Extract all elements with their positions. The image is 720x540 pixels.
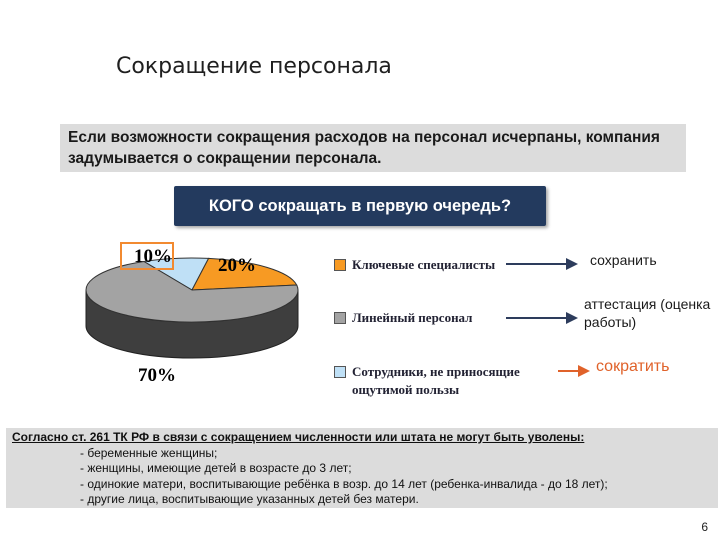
slide-title: Сокращение персонала bbox=[116, 54, 392, 79]
law-item: - одинокие матери, воспитывающие ребёнка… bbox=[80, 476, 608, 491]
legend-swatch bbox=[334, 259, 346, 271]
intro-text: Если возможности сокращения расходов на … bbox=[60, 124, 686, 172]
action-cut: сократить bbox=[596, 358, 670, 375]
legend-item: Ключевые специалисты bbox=[334, 256, 495, 274]
action-keep: сохранить bbox=[590, 252, 657, 268]
pie-chart bbox=[85, 257, 299, 359]
legend-swatch bbox=[334, 366, 346, 378]
arrow-icon bbox=[566, 312, 578, 324]
law-note: Согласно ст. 261 ТК РФ в связи с сокраще… bbox=[6, 428, 718, 508]
connector-line bbox=[506, 263, 568, 265]
action-assess: аттестация (оценка работы) bbox=[584, 296, 711, 330]
law-item: - беременные женщины; bbox=[80, 445, 218, 460]
arrow-icon bbox=[566, 258, 578, 270]
highlight-box bbox=[120, 242, 174, 270]
pie-value-label: 20% bbox=[218, 255, 256, 276]
law-item: - другие лица, воспитывающие указанных д… bbox=[80, 492, 419, 506]
question-banner: КОГО сокращать в первую очередь? bbox=[174, 186, 546, 226]
legend-item: Сотрудники, не приносящие ощутимой польз… bbox=[334, 363, 568, 399]
law-heading: Согласно ст. 261 ТК РФ в связи с сокраще… bbox=[12, 430, 585, 444]
pie-value-label: 70% bbox=[138, 365, 176, 386]
legend-item: Линейный персонал bbox=[334, 309, 472, 327]
legend-swatch bbox=[334, 312, 346, 324]
legend-label: Сотрудники, не приносящие ощутимой польз… bbox=[352, 364, 520, 397]
connector-line bbox=[558, 370, 580, 372]
pie-slice bbox=[191, 257, 298, 291]
pie-value-label: 10% bbox=[134, 246, 172, 267]
pie-slice bbox=[85, 260, 299, 323]
connector-line bbox=[506, 317, 568, 319]
pie-top bbox=[85, 257, 299, 323]
legend-label: Линейный персонал bbox=[352, 310, 473, 325]
page-number: 6 bbox=[701, 520, 708, 534]
law-item: - женщины, имеющие детей в возрасте до 3… bbox=[80, 461, 352, 475]
arrow-icon bbox=[578, 365, 590, 377]
legend-label: Ключевые специалисты bbox=[352, 257, 496, 272]
